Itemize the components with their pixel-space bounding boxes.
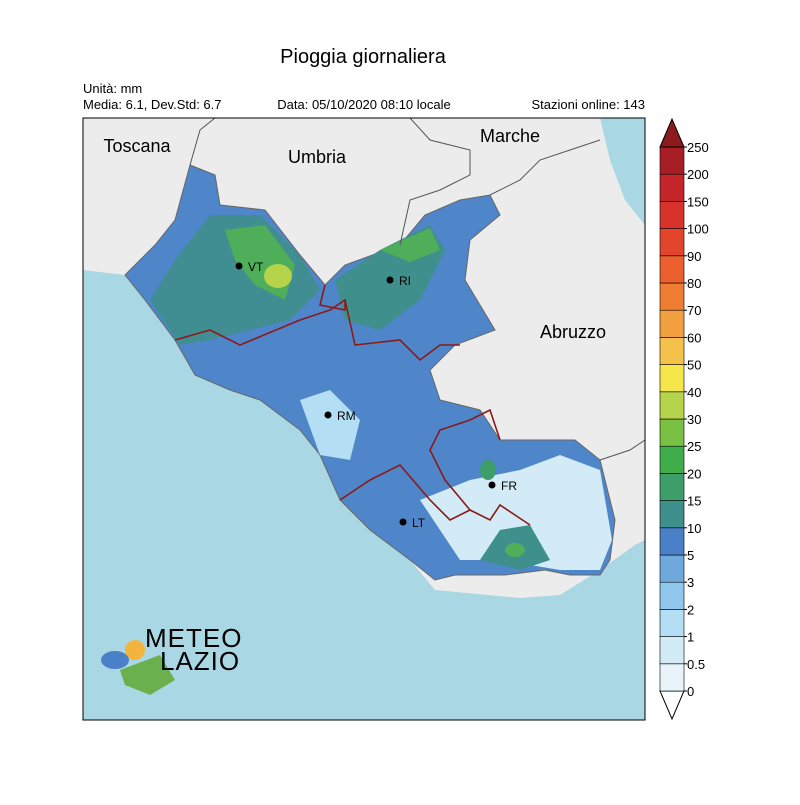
region-label: Toscana xyxy=(103,136,171,156)
colorbar-label: 200 xyxy=(687,167,709,182)
colorbar-label: 25 xyxy=(687,439,701,454)
colorbar-label: 80 xyxy=(687,276,701,291)
colorbar-label: 250 xyxy=(687,140,709,155)
colorbar: 0 0.5 1 2 3 5 10 15 20 25 30 40 50 60 70 80 90 100 150 200 2… xyxy=(659,117,709,721)
colorbar-label: 150 xyxy=(687,194,709,209)
colorbar-label: 3 xyxy=(687,575,694,590)
date: Data: 05/10/2020 08:10 locale xyxy=(277,97,450,112)
colorbar-box xyxy=(659,391,685,420)
dry-area xyxy=(300,390,360,460)
city-label: FR xyxy=(501,479,517,493)
region-label: Umbria xyxy=(288,147,347,167)
region-border xyxy=(189,118,216,166)
region-border xyxy=(489,139,601,196)
title: Pioggia giornaliera xyxy=(280,46,447,68)
colorbar-label: 60 xyxy=(687,330,701,345)
map xyxy=(82,117,646,721)
logo-sun xyxy=(125,640,145,660)
colorbar-arrow xyxy=(659,117,685,148)
colorbar-box xyxy=(659,364,685,393)
colorbar-label: 40 xyxy=(687,385,701,400)
colorbar-box xyxy=(659,309,685,338)
colorbar-arrow xyxy=(659,690,685,721)
logo-region xyxy=(120,655,175,695)
logo: METEO LAZIO xyxy=(101,623,242,695)
city-label: LT xyxy=(412,516,426,530)
colorbar-box xyxy=(659,581,685,610)
colorbar-label: 10 xyxy=(687,521,701,536)
rain-area xyxy=(480,460,496,480)
colorbar-box xyxy=(659,418,685,447)
colorbar-box xyxy=(659,146,685,175)
logo-text: LAZIO xyxy=(160,646,240,676)
city-label: RI xyxy=(399,274,411,288)
colorbar-label: 100 xyxy=(687,222,709,237)
colorbar-box xyxy=(659,255,685,284)
colorbar-label: 50 xyxy=(687,358,701,373)
stats: Media: 6.1, Dev.Std: 6.7 xyxy=(83,97,222,112)
colorbar-box xyxy=(659,445,685,474)
tyrrhenian-sea xyxy=(83,270,645,720)
province-border xyxy=(339,408,501,521)
colorbar-box xyxy=(659,228,685,257)
colorbar-box xyxy=(659,554,685,583)
colorbar-box xyxy=(659,337,685,365)
region-label: Abruzzo xyxy=(540,322,606,342)
province-border xyxy=(469,503,531,526)
city-dot xyxy=(386,276,394,284)
colorbar-box xyxy=(659,663,685,692)
colorbar-box xyxy=(659,636,685,665)
colorbar-box xyxy=(659,282,685,311)
colorbar-label: 30 xyxy=(687,412,701,427)
city-dot xyxy=(488,481,496,489)
colorbar-label: 15 xyxy=(687,494,701,509)
logo-cloud xyxy=(101,651,129,669)
unit: Unità: mm xyxy=(83,81,142,96)
colorbar-label: 1 xyxy=(687,630,694,645)
colorbar-label: 2 xyxy=(687,602,694,617)
city-label: RM xyxy=(337,409,356,423)
colorbar-label: 0 xyxy=(687,684,694,699)
colorbar-label: 90 xyxy=(687,249,701,264)
rain-area xyxy=(264,264,292,288)
colorbar-box xyxy=(659,201,685,229)
dry-area xyxy=(420,455,612,570)
colorbar-label: 70 xyxy=(687,303,701,318)
region-labels: Toscana Umbria Marche Abruzzo xyxy=(103,126,606,342)
rain-area xyxy=(505,543,525,557)
city-labels: VT RI RM FR LT xyxy=(235,260,517,530)
map-frame xyxy=(82,117,646,721)
colorbar-box xyxy=(659,500,685,529)
colorbar-label: 20 xyxy=(687,466,701,481)
region-border xyxy=(599,439,645,461)
colorbar-box xyxy=(659,609,685,637)
city-label: VT xyxy=(248,260,264,274)
colorbar-box xyxy=(659,173,685,202)
colorbar-box xyxy=(659,527,685,556)
colorbar-label: 0.5 xyxy=(687,657,705,672)
stations: Stazioni online: 143 xyxy=(532,97,645,112)
logo-text: METEO xyxy=(145,623,242,653)
province-border xyxy=(319,284,346,311)
city-dot xyxy=(235,262,243,270)
rain-area xyxy=(380,228,440,262)
city-dot xyxy=(324,411,332,419)
region-border xyxy=(399,118,471,246)
colorbar-box xyxy=(659,473,685,501)
region-label: Marche xyxy=(480,126,540,146)
colorbar-label: 5 xyxy=(687,548,694,563)
city-dot xyxy=(399,518,407,526)
adriatic-sea xyxy=(600,118,645,225)
